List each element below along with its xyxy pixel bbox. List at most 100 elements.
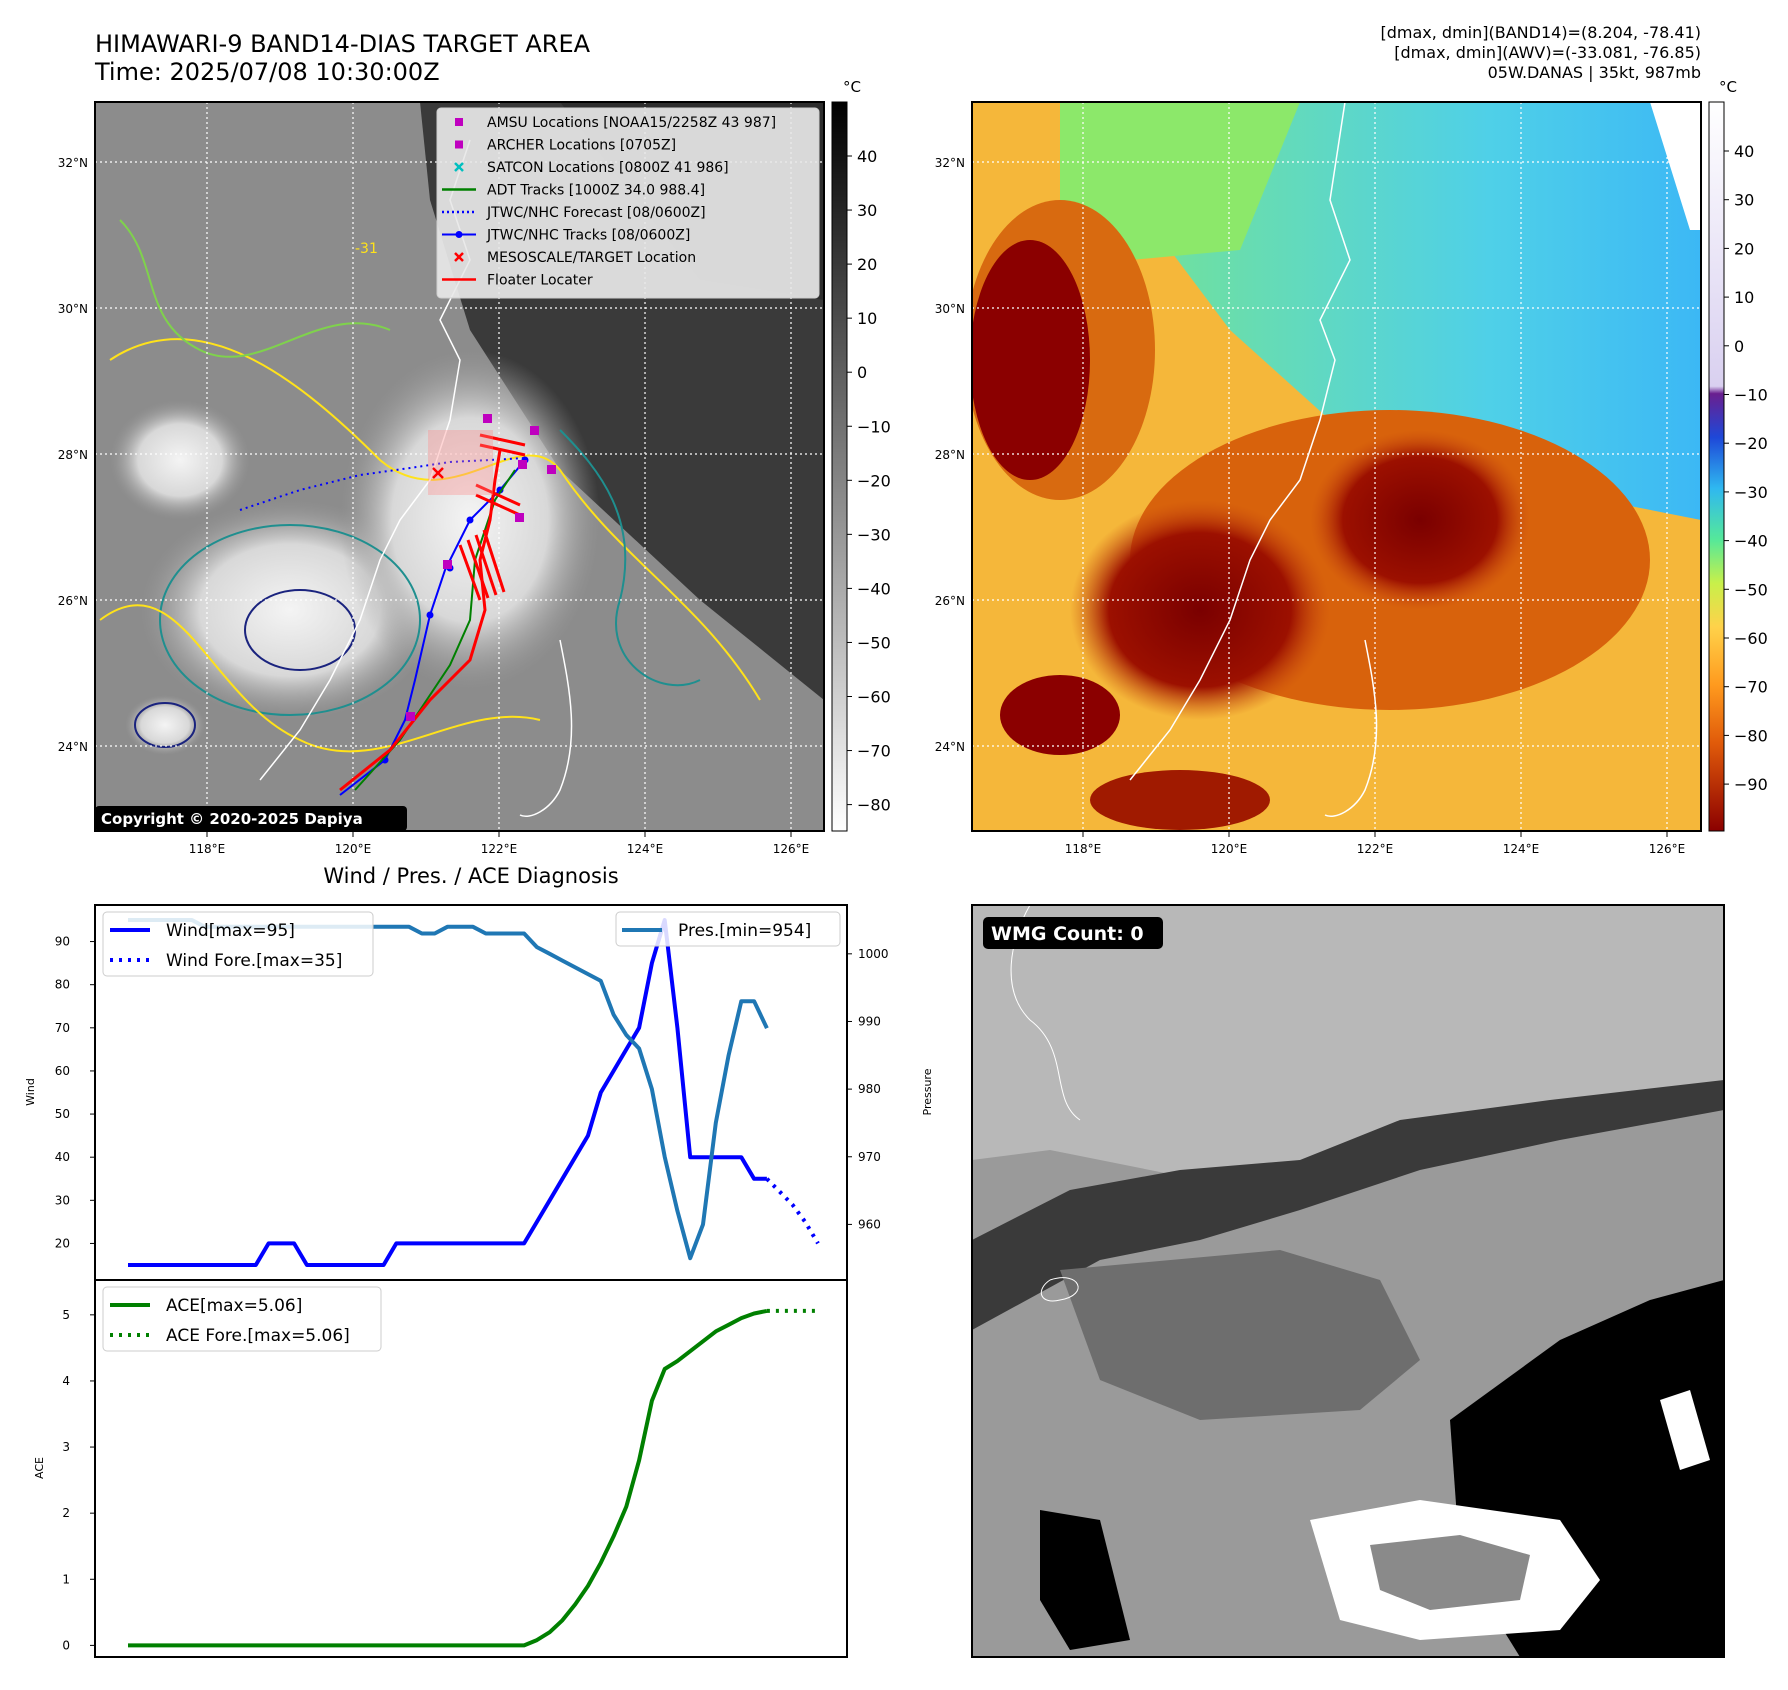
wind-ytick-label: 50 xyxy=(55,1107,70,1121)
color-clear-sky xyxy=(1170,102,1701,520)
legend-item-5: JTWC/NHC Tracks [08/0600Z] xyxy=(486,228,690,244)
pressure-legend-label: Pres.[min=954] xyxy=(678,921,811,941)
floater-swath xyxy=(458,433,526,601)
colorbar-tick-label: −20 xyxy=(1734,434,1768,453)
color-cloud-south-2 xyxy=(1090,770,1270,830)
figure-title: HIMAWARI-9 BAND14-DIAS TARGET AREA xyxy=(95,30,591,58)
lat-label: 30°N xyxy=(58,302,88,316)
pressure-legend-box xyxy=(615,911,841,947)
colorbar-tick-label: 40 xyxy=(857,147,877,166)
wind-legend: Wind[max=95] Wind Fore.[max=35] xyxy=(102,911,374,977)
wmg-count-label: WMG Count: 0 xyxy=(991,923,1144,945)
pressure-ytick-label: 960 xyxy=(858,1217,881,1231)
wind-legend-label: Wind[max=95] xyxy=(166,921,295,941)
ir-lon-labels: 118°E 120°E 122°E 124°E 126°E xyxy=(189,831,809,856)
ace-ytick-label: 5 xyxy=(62,1308,70,1322)
color-map-frame xyxy=(971,101,1702,832)
wind-fore-legend-label: Wind Fore.[max=35] xyxy=(166,951,342,971)
color-gridlines xyxy=(972,102,1701,831)
color-taiwan-coast xyxy=(1324,639,1378,817)
wmg-count-badge xyxy=(983,917,1163,949)
colorbar-tick-label: −70 xyxy=(1734,678,1768,697)
wind-ytick-label: 70 xyxy=(55,1021,70,1035)
ace-legend: ACE[max=5.06] ACE Fore.[max=5.06] xyxy=(102,1286,382,1352)
legend-items: AMSU Locations [NOAA15/2258Z 43 987] ARCH… xyxy=(442,115,776,289)
legend-marker-x xyxy=(454,162,464,172)
colorbar-tick-label: 30 xyxy=(1734,191,1754,210)
ir-contour-green xyxy=(119,219,391,358)
lon-label: 126°E xyxy=(1649,842,1686,856)
lon-label: 122°E xyxy=(1357,842,1394,856)
colorbar-tick-label: −40 xyxy=(1734,532,1768,551)
ace-axis-label: ACE xyxy=(33,1457,46,1479)
copyright-text: Copyright © 2020-2025 Dapiya xyxy=(101,810,363,828)
colorbar-tick-label: 40 xyxy=(1734,142,1754,161)
pressure-legend: Pres.[min=954] xyxy=(615,911,841,947)
colorbar-tick-label: −60 xyxy=(857,688,891,707)
colorbar-tick-label: −80 xyxy=(857,796,891,815)
legend-item-3: ADT Tracks [1000Z 34.0 988.4] xyxy=(487,183,705,199)
ir-contour-navy-south xyxy=(134,702,196,748)
ace-ytick-label: 4 xyxy=(62,1374,70,1388)
lat-label: 26°N xyxy=(58,594,88,608)
color-colorbar-unit: °C xyxy=(1719,78,1737,96)
colorbar-tick-label: 0 xyxy=(1734,337,1744,356)
colorbar-tick-label: −30 xyxy=(857,525,891,544)
wmg-island xyxy=(1040,1277,1079,1302)
ir-map-panel: -31 Copyright © 2020-2025 Dapiya AMSU Lo… xyxy=(58,101,825,856)
stats-awv: [dmax, dmin](AWV)=(-33.081, -76.85) xyxy=(1394,43,1701,62)
stats-storm: 05W.DANAS | 35kt, 987mb xyxy=(1488,63,1701,82)
colorbar-tick-label: −50 xyxy=(857,633,891,652)
gray-colorbar-unit: °C xyxy=(843,78,861,96)
legend-marker-x xyxy=(454,252,464,262)
color-coastline xyxy=(1129,102,1351,781)
ir-lat-labels: 32°N 30°N 28°N 26°N 24°N xyxy=(58,156,88,754)
wmg-mid-patch xyxy=(1060,1250,1420,1420)
pressure-axis-label: Pressure xyxy=(921,1068,934,1115)
wind-ytick-label: 30 xyxy=(55,1193,70,1207)
color-nodata-edge xyxy=(1650,102,1701,230)
legend-item-7: Floater Locater xyxy=(487,273,593,289)
jtwc-forecast-track xyxy=(239,457,526,511)
lat-label: 30°N xyxy=(935,302,965,316)
contour-label: -31 xyxy=(355,241,378,257)
ir-contour-teal xyxy=(159,524,421,716)
ace-ytick-label: 0 xyxy=(62,1638,70,1652)
wmg-white-patch-east xyxy=(1660,1390,1710,1470)
ace-fore-legend-label: ACE Fore.[max=5.06] xyxy=(166,1326,350,1346)
color-map-panel: 32°N 30°N 28°N 26°N 24°N 118°E 120°E 122°E 124°… xyxy=(935,101,1702,856)
pressure-ytick-label: 990 xyxy=(858,1014,881,1028)
ace-yticks: 0 1 2 3 4 5 xyxy=(62,1308,95,1652)
ir-cloud-north xyxy=(110,400,250,520)
colorbar-tick-label: −60 xyxy=(1734,629,1768,648)
ir-map-frame xyxy=(94,101,825,832)
ace-ytick-label: 2 xyxy=(62,1506,70,1520)
color-colorbar-ramp xyxy=(1708,101,1725,832)
lon-label: 120°E xyxy=(1211,842,1248,856)
ace-line-0 xyxy=(128,1308,768,1648)
ace-legend-box xyxy=(102,1286,382,1352)
colorbar-tick-label: 10 xyxy=(1734,288,1754,307)
lat-label: 28°N xyxy=(58,448,88,462)
legend-marker-square xyxy=(455,118,463,126)
wind-yticks: 20 30 40 50 60 70 80 90 xyxy=(55,935,95,1250)
colorbar-tick-label: −90 xyxy=(1734,775,1768,794)
wmg-dark-band xyxy=(972,1080,1724,1330)
colorbar-tick-label: −10 xyxy=(857,417,891,436)
target-area-box xyxy=(428,430,493,495)
legend-marker-dot xyxy=(455,231,463,238)
lat-label: 32°N xyxy=(935,156,965,170)
ir-contour-yellow-2 xyxy=(99,604,541,753)
wind-axis-label: Wind xyxy=(24,1078,37,1106)
color-storm-west xyxy=(1070,500,1330,720)
wmg-frame xyxy=(971,904,1725,1658)
colorbar-tick-label: 10 xyxy=(857,309,877,328)
copyright-badge xyxy=(95,806,407,831)
wmg-black-patch-west xyxy=(1040,1510,1130,1650)
ace-panel: ACE 0 1 2 3 4 5 ACE[max=5.06] ACE Fore.[max=5… xyxy=(33,1279,848,1658)
color-cloud-west-core xyxy=(972,240,1090,480)
wmg-panel: WMG Count: 0 xyxy=(971,904,1725,1658)
ace-ytick-label: 1 xyxy=(62,1572,70,1586)
ace-series xyxy=(128,1308,818,1648)
